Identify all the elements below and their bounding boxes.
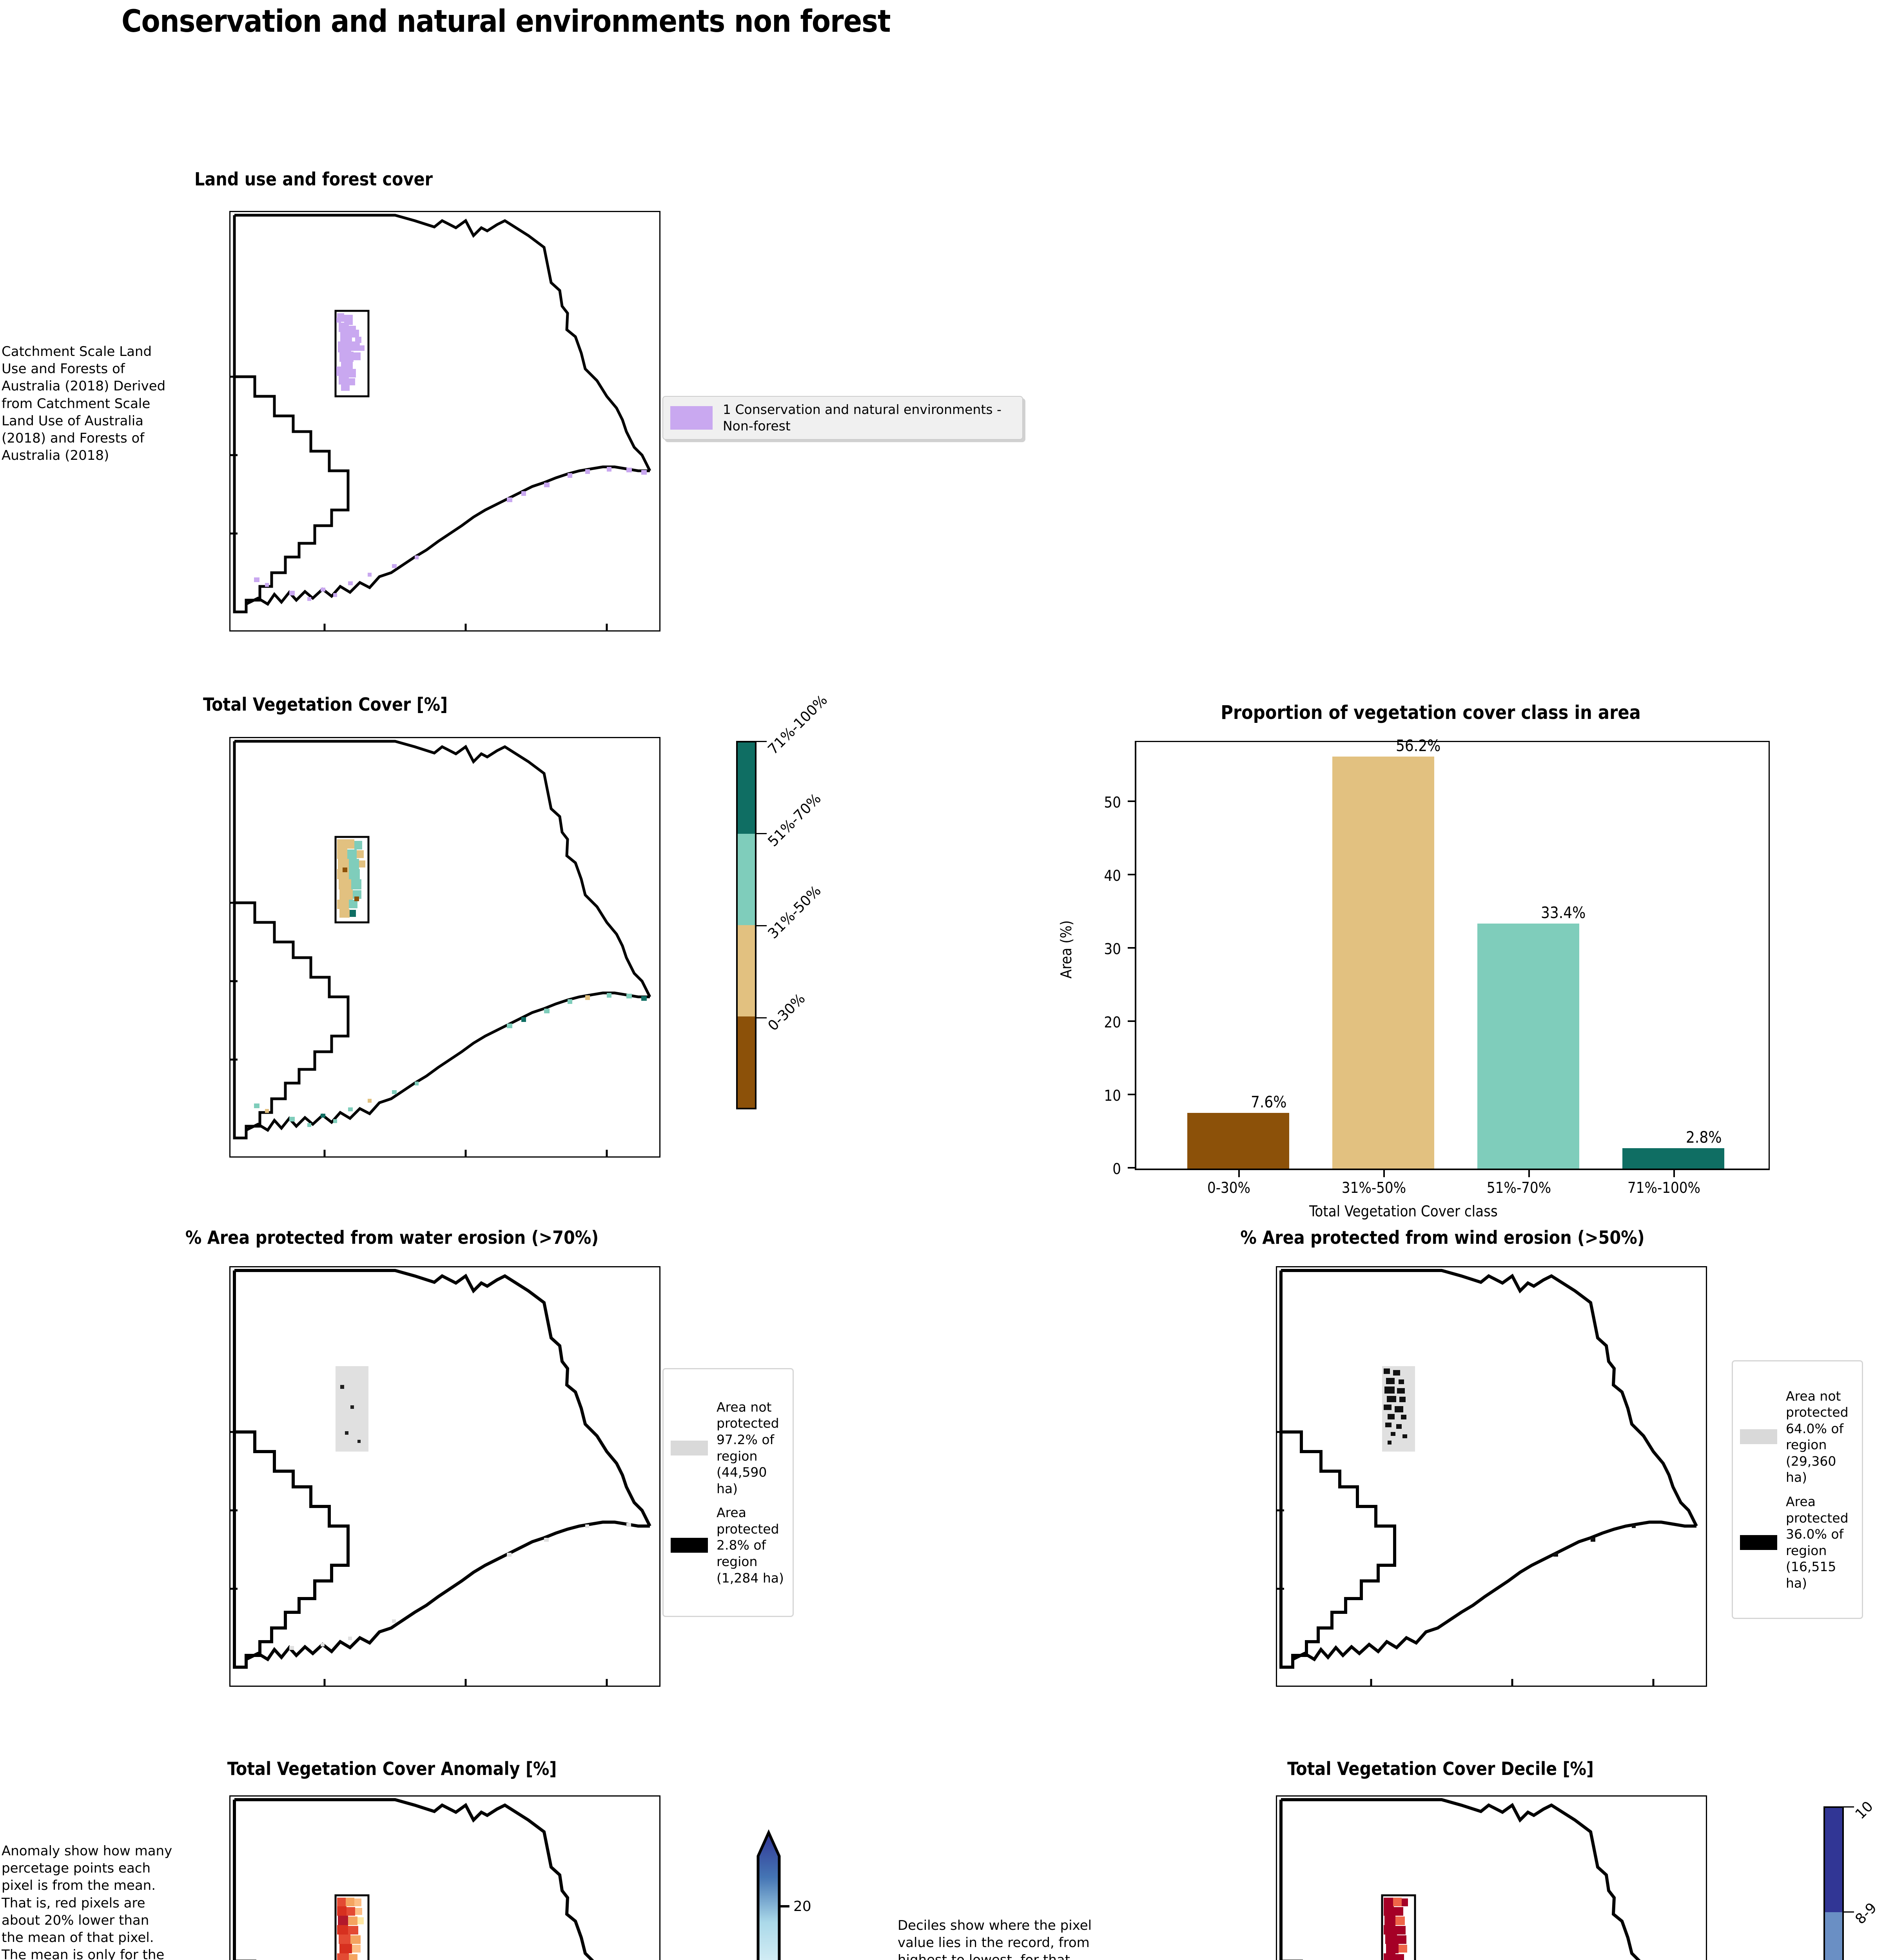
decile-explanation: Deciles show where the pixel value lies … [898,1918,1092,1960]
wind-legend-label-protected: Area protected 36.0% of region (16,515 h… [1786,1494,1849,1591]
xtick-label-0: 0-30% [1207,1179,1251,1196]
water-erosion-panel-title: % Area protected from water erosion (>70… [185,1227,599,1248]
anomaly-explanation: Anomaly show how many percetage points e… [2,1843,172,1960]
decile-map-svg [1279,1798,1641,1960]
wind-erosion-legend[interactable]: Area not protected 64.0% of region (29,3… [1732,1360,1863,1619]
decile-map[interactable] [1276,1795,1707,1960]
anomaly-map[interactable] [229,1795,660,1960]
legend-swatch-not-protected [671,1440,708,1455]
ytick-50: 50 [1104,794,1121,811]
land-use-scatter-patches [254,467,647,601]
veg-colorbar-label-31-50: 31%-50% [765,882,824,942]
ytick-0: 0 [1112,1160,1121,1178]
bar-value-label-0: 7.6% [1251,1093,1287,1111]
veg-cover-map-svg [230,740,651,1156]
bar-chart-xlabel: Total Vegetation Cover class [1309,1203,1498,1220]
land-use-legend-label: 1 Conservation and natural environments … [723,402,1001,434]
veg-cover-map[interactable] [229,737,660,1158]
legend-label-not-protected: Area not protected 97.2% of region (44,5… [717,1399,779,1496]
wind-legend-swatch-protected [1740,1535,1777,1550]
page-title: Conservation and natural environments no… [122,4,891,39]
land-use-class-polygon [334,310,370,397]
wind-erosion-map[interactable] [1276,1266,1707,1687]
anomaly-map-svg [233,1798,594,1960]
anomaly-colorbar-svg [757,1829,789,1960]
bar-3[interactable] [1622,1148,1724,1169]
xtick-label-3: 71%-100% [1627,1179,1701,1196]
veg-cover-scatter-patches [254,993,647,1127]
water-erosion-map-svg [230,1269,651,1686]
wind-erosion-patch [1382,1366,1415,1452]
wind-erosion-map-svg [1277,1269,1698,1686]
xtick-label-2: 51%-70% [1486,1179,1551,1196]
water-erosion-map[interactable] [229,1266,660,1687]
wind-legend-swatch-not-protected [1740,1429,1777,1445]
wind-erosion-legend-row-not-protected: Area not protected 64.0% of region (29,3… [1740,1388,1855,1486]
anomaly-tick-20: 20 [793,1898,811,1915]
water-erosion-legend[interactable]: Area not protected 97.2% of region (44,5… [662,1368,794,1617]
veg-cover-panel-title: Total Vegetation Cover [%] [203,694,448,715]
land-use-legend[interactable]: 1 Conservation and natural environments … [662,396,1023,440]
veg-colorbar-label-51-70: 51%-70% [765,790,824,850]
decile-patch [1381,1894,1416,1960]
ytick-30: 30 [1104,940,1121,958]
xtick-label-1: 31%-50% [1341,1179,1406,1196]
ytick-20: 20 [1104,1014,1121,1031]
wind-legend-label-not-protected: Area not protected 64.0% of region (29,3… [1786,1388,1849,1485]
water-erosion-legend-row-protected: Area protected 2.8% of region (1,284 ha) [671,1504,786,1586]
anomaly-panel-title: Total Vegetation Cover Anomaly [%] [227,1758,557,1779]
decile-colorbar[interactable]: 10 8-9 4-7 2-3 1 [1823,1798,1880,1960]
decile-panel-title: Total Vegetation Cover Decile [%] [1287,1758,1594,1779]
bar-0[interactable] [1187,1113,1289,1169]
bar-value-label-2: 33.4% [1541,904,1586,922]
bar-value-label-3: 2.8% [1686,1129,1722,1147]
veg-colorbar-label-0-30: 0-30% [765,991,809,1034]
land-use-source-note: Catchment Scale Land Use and Forests of … [2,344,166,464]
bar-chart-ylabel: Area (%) [1058,920,1075,979]
decile-colorbar-label-8-9: 8-9 [1852,1900,1880,1927]
anomaly-patch [334,1894,370,1960]
wind-erosion-legend-row-protected: Area protected 36.0% of region (16,515 h… [1740,1494,1855,1591]
veg-cover-colorbar[interactable]: 71%-100% 51%-70% 31%-50% 0-30% [736,692,831,1109]
decile-colorbar-label-10: 10 [1852,1798,1876,1822]
bar-value-label-1: 56.2% [1396,737,1441,755]
ytick-40: 40 [1104,867,1121,884]
land-use-panel-title: Land use and forest cover [194,169,433,190]
land-use-legend-swatch [670,406,713,430]
bar-chart-title: Proportion of vegetation cover class in … [1221,702,1641,724]
water-erosion-legend-row-not-protected: Area not protected 97.2% of region (44,5… [671,1399,786,1497]
veg-colorbar-label-71-100: 71%-100% [765,692,831,758]
legend-swatch-protected [671,1538,708,1553]
bar-1[interactable] [1332,757,1434,1169]
land-use-map-svg [230,214,651,630]
land-use-map[interactable] [229,211,660,632]
legend-label-protected: Area protected 2.8% of region (1,284 ha) [717,1505,784,1586]
anomaly-colorbar[interactable]: 20 10 0 −10 −20 [756,1809,811,1960]
bar-2[interactable] [1477,924,1579,1169]
water-erosion-patch [336,1366,368,1452]
bar-chart-axes[interactable]: 7.6% 56.2% 33.4% 2.8% [1128,737,1770,1177]
ytick-10: 10 [1104,1087,1121,1104]
veg-cover-class-polygon [334,836,370,924]
wind-erosion-panel-title: % Area protected from wind erosion (>50%… [1240,1227,1645,1248]
